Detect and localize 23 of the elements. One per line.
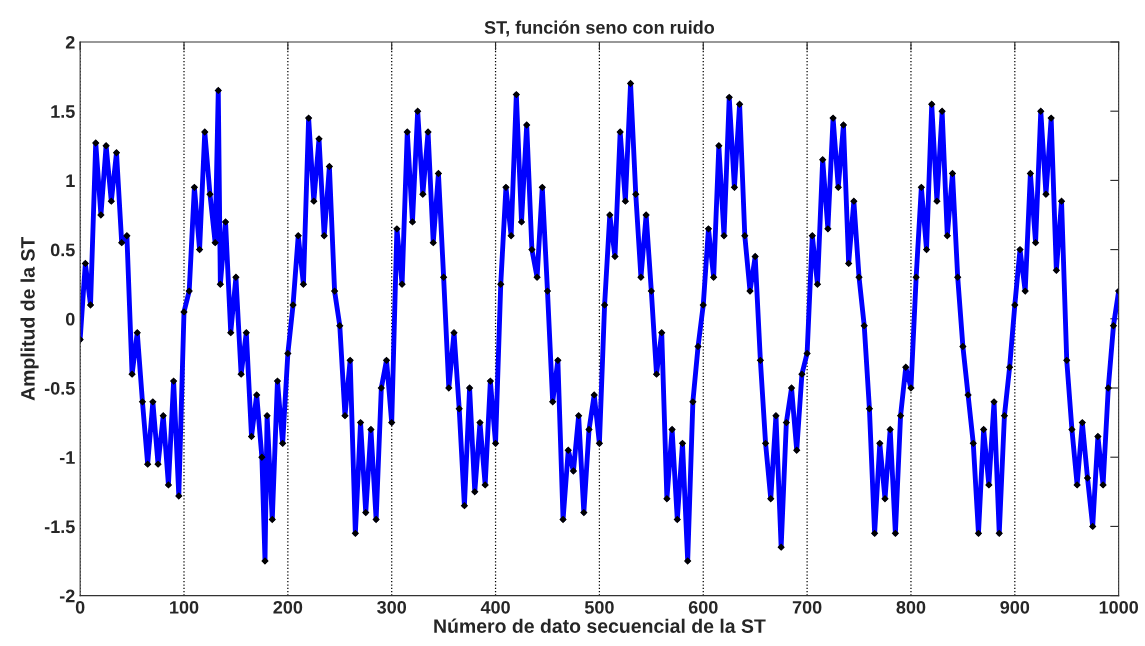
x-tick-label: 0 <box>75 600 85 614</box>
y-tick-label: -2 <box>59 589 75 603</box>
x-tick-label: 200 <box>273 600 303 614</box>
x-tick-label: 800 <box>896 600 926 614</box>
y-tick-label: 0.5 <box>50 243 75 257</box>
x-axis-title: Número de dato secuencial de la ST <box>434 618 766 633</box>
y-tick-label: -1.5 <box>44 520 75 534</box>
x-tick-label: 600 <box>688 600 718 614</box>
x-tick-label: 100 <box>170 600 199 614</box>
x-tick-label: 400 <box>480 600 510 614</box>
x-tick-label: 300 <box>377 600 407 614</box>
x-tick-label: 500 <box>584 600 614 614</box>
y-tick-label: 1.5 <box>51 105 75 118</box>
x-tick-label: 1000 <box>1099 600 1139 614</box>
chart-title: ST, función seno con ruido <box>484 20 715 37</box>
y-tick-label: 1 <box>66 174 75 187</box>
y-tick-label: -1 <box>59 451 75 464</box>
y-tick-label: 2 <box>65 35 75 49</box>
y-tick-label: -0.5 <box>44 381 75 395</box>
x-tick-label: 700 <box>792 600 822 614</box>
y-axis-title: Amplitud de la ST <box>20 236 39 401</box>
x-tick-label: 900 <box>1000 600 1030 614</box>
y-tick-label: 0 <box>65 312 75 326</box>
